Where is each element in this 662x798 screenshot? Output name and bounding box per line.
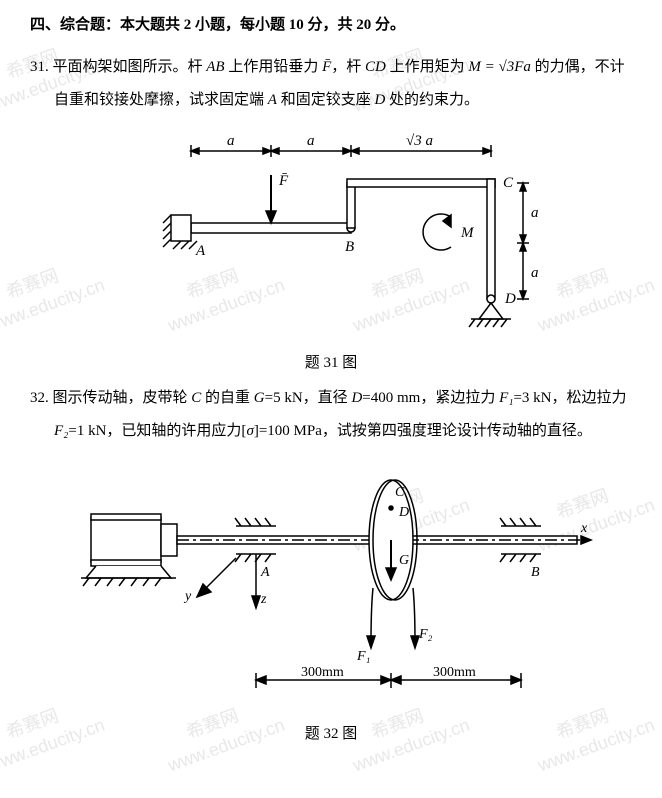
p32-G: G bbox=[254, 390, 265, 406]
svg-text:A: A bbox=[195, 243, 206, 259]
section-header: 四、综合题：本大题共 2 小题，每小题 10 分，共 20 分。 bbox=[30, 12, 632, 39]
p31-t1: 上作用铅垂力 bbox=[225, 59, 323, 75]
svg-text:a: a bbox=[227, 133, 235, 149]
p31-t6: 处的约束力。 bbox=[385, 92, 479, 108]
svg-text:F₁: F₁ bbox=[356, 649, 370, 664]
svg-text:D: D bbox=[504, 291, 516, 307]
svg-text:F̄: F̄ bbox=[278, 173, 289, 189]
svg-text:x: x bbox=[580, 521, 588, 536]
p32-t2: =5 kN，直径 bbox=[265, 390, 352, 406]
svg-text:M: M bbox=[460, 225, 475, 241]
p32-t4: =3 kN，松边拉力 bbox=[513, 390, 626, 406]
p32-t6: ]=100 MPa，试按第四强度理论设计传动轴的直径。 bbox=[254, 423, 592, 439]
problem-32-num: 32. bbox=[30, 390, 49, 406]
svg-text:z: z bbox=[260, 592, 267, 607]
p31-D: D bbox=[374, 92, 385, 108]
p32-F1: F₁ bbox=[499, 390, 513, 406]
p32-sigma: σ bbox=[246, 423, 253, 439]
svg-text:G: G bbox=[399, 553, 409, 568]
figure-31-svg: a a √3 a A F̄ bbox=[111, 127, 551, 347]
svg-text:√3 a: √3 a bbox=[406, 133, 433, 149]
p31-t2: ，杆 bbox=[331, 59, 365, 75]
p32-F2: F₂ bbox=[54, 423, 68, 439]
p31-t3: 上作用矩为 bbox=[386, 59, 469, 75]
p31-A: A bbox=[268, 92, 277, 108]
svg-text:a: a bbox=[307, 133, 315, 149]
svg-text:300mm: 300mm bbox=[433, 665, 476, 680]
p32-t1: 的自重 bbox=[201, 390, 254, 406]
svg-text:D: D bbox=[398, 505, 409, 520]
figure-31: a a √3 a A F̄ bbox=[30, 127, 632, 372]
svg-text:B: B bbox=[345, 239, 354, 255]
p31-AB: AB bbox=[206, 59, 224, 75]
p32-D: D bbox=[351, 390, 362, 406]
p32-t3: =400 mm，紧边拉力 bbox=[362, 390, 499, 406]
svg-text:y: y bbox=[183, 589, 192, 604]
p31-t0: 平面构架如图所示。杆 bbox=[53, 59, 207, 75]
svg-text:300mm: 300mm bbox=[301, 665, 344, 680]
problem-31-num: 31. bbox=[30, 59, 49, 75]
svg-text:a: a bbox=[531, 205, 539, 221]
p32-C: C bbox=[191, 390, 201, 406]
problem-32: 32. 图示传动轴，皮带轮 C 的自重 G=5 kN，直径 D=400 mm，紧… bbox=[30, 382, 632, 448]
p31-F: F̄ bbox=[322, 59, 331, 75]
figure-32-caption: 题 32 图 bbox=[30, 722, 632, 743]
p31-M: M = √3Fa bbox=[468, 59, 531, 75]
svg-text:C: C bbox=[395, 485, 405, 500]
svg-text:a: a bbox=[531, 265, 539, 281]
figure-32-svg: x A bbox=[61, 458, 601, 718]
svg-text:C: C bbox=[503, 175, 514, 191]
svg-text:A: A bbox=[260, 565, 270, 580]
problem-31: 31. 平面构架如图所示。杆 AB 上作用铅垂力 F̄，杆 CD 上作用矩为 M… bbox=[30, 51, 632, 117]
p32-t0: 图示传动轴，皮带轮 bbox=[53, 390, 192, 406]
p31-t5: 和固定铰支座 bbox=[277, 92, 375, 108]
figure-32: x A bbox=[30, 458, 632, 743]
p32-t5: =1 kN，已知轴的许用应力[ bbox=[68, 423, 246, 439]
p31-CD: CD bbox=[365, 59, 386, 75]
svg-text:B: B bbox=[531, 565, 540, 580]
svg-text:F₂: F₂ bbox=[418, 627, 433, 642]
figure-31-caption: 题 31 图 bbox=[30, 351, 632, 372]
